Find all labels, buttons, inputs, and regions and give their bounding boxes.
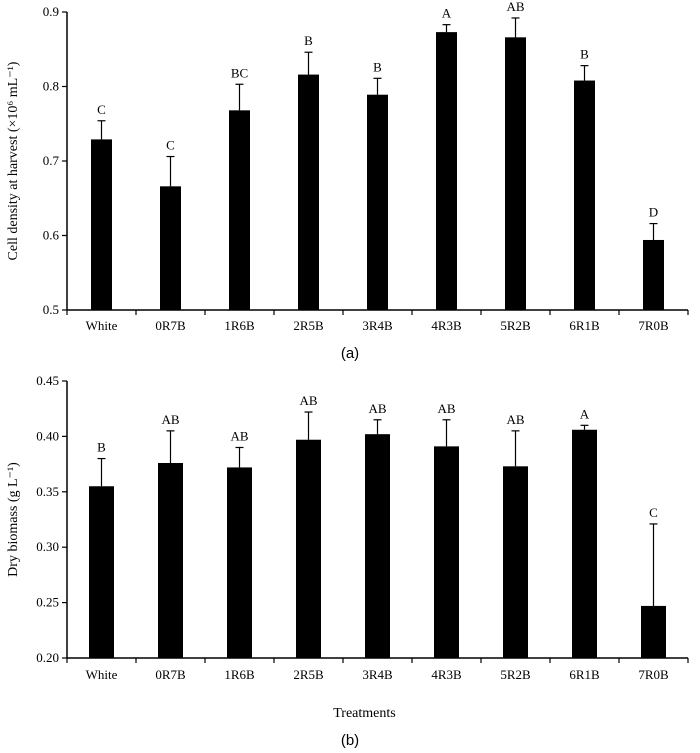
significance-label: AB [506,412,524,427]
x-tick-label: White [86,318,118,333]
x-tick-label: 4R3B [431,318,462,333]
bar-0r7b [158,462,183,658]
significance-label: AB [437,401,455,416]
bar-4r3b [434,446,459,658]
panel-label: (b) [341,732,359,749]
significance-label: C [649,505,658,520]
bar-4r3b [436,32,457,311]
y-tick-label: 0.20 [36,650,59,665]
x-tick-label: 3R4B [362,318,393,333]
x-tick-label: 1R6B [224,667,255,682]
significance-label: C [97,102,106,117]
significance-label: B [373,59,382,74]
bar-7r0b [643,239,664,310]
y-tick-label: 0.45 [36,373,59,388]
y-tick-label: 0.35 [36,484,59,499]
x-tick-label: 2R5B [293,667,324,682]
x-tick-label: 5R2B [500,667,531,682]
bar-white [89,486,114,658]
y-tick-label: 0.5 [43,302,59,317]
significance-label: D [649,205,658,220]
x-tick-label: 0R7B [155,318,186,333]
y-tick-label: 0.7 [43,153,60,168]
x-tick-label: 0R7B [155,667,186,682]
panel-b: 0.20 0.25 0.30 0.35 0.40 0.45 B White AB 0R7B AB 1R… [6,373,689,749]
bar-5r2b [505,37,526,310]
x-axis-title: Treatments [333,706,395,721]
panel-label: (a) [341,345,359,362]
x-tick-label: 6R1B [569,318,600,333]
y-tick-label: 0.9 [43,4,59,19]
bar-3r4b [365,434,390,658]
bar-0r7b [160,186,181,310]
bar-1r6b [227,467,252,658]
significance-label: BC [231,65,248,80]
x-tick-label: 1R6B [224,318,255,333]
x-tick-label: 7R0B [638,318,669,333]
significance-label: B [304,33,313,48]
significance-label: AB [161,412,179,427]
bar-6r1b [574,80,595,310]
y-tick-label: 0.30 [36,539,59,554]
bar-2r5b [296,439,321,658]
y-axis-title: Cell density at harvest (×10⁶ mL⁻¹) [6,61,21,260]
panel-a: 0.5 0.6 0.7 0.8 0.9 C White C 0R7B BC 1R6B B 2R5B B 3R… [6,0,689,362]
y-tick-label: 0.40 [36,428,59,443]
bar-6r1b [572,429,597,658]
significance-label: B [97,440,106,455]
bar-3r4b [367,94,388,310]
y-tick-label: 0.25 [36,595,59,610]
bar-1r6b [229,110,250,310]
x-tick-label: White [86,667,118,682]
x-tick-label: 6R1B [569,667,600,682]
y-tick-label: 0.6 [43,228,60,243]
significance-label: AB [506,0,524,14]
bar-7r0b [641,605,666,658]
x-tick-label: 2R5B [293,318,324,333]
x-tick-label: 5R2B [500,318,531,333]
significance-label: AB [230,428,248,443]
x-tick-label: 4R3B [431,667,462,682]
significance-label: B [580,47,589,62]
bar-white [91,139,112,310]
x-tick-label: 3R4B [362,667,393,682]
significance-label: AB [368,401,386,416]
bar-5r2b [503,466,528,658]
significance-label: A [580,406,590,421]
significance-label: A [442,6,452,21]
y-tick-label: 0.8 [43,79,59,94]
x-tick-label: 7R0B [638,667,669,682]
y-axis-title: Dry biomass (g L⁻¹) [6,462,21,577]
significance-label: C [166,138,175,153]
significance-label: AB [299,393,317,408]
bar-2r5b [298,74,319,310]
